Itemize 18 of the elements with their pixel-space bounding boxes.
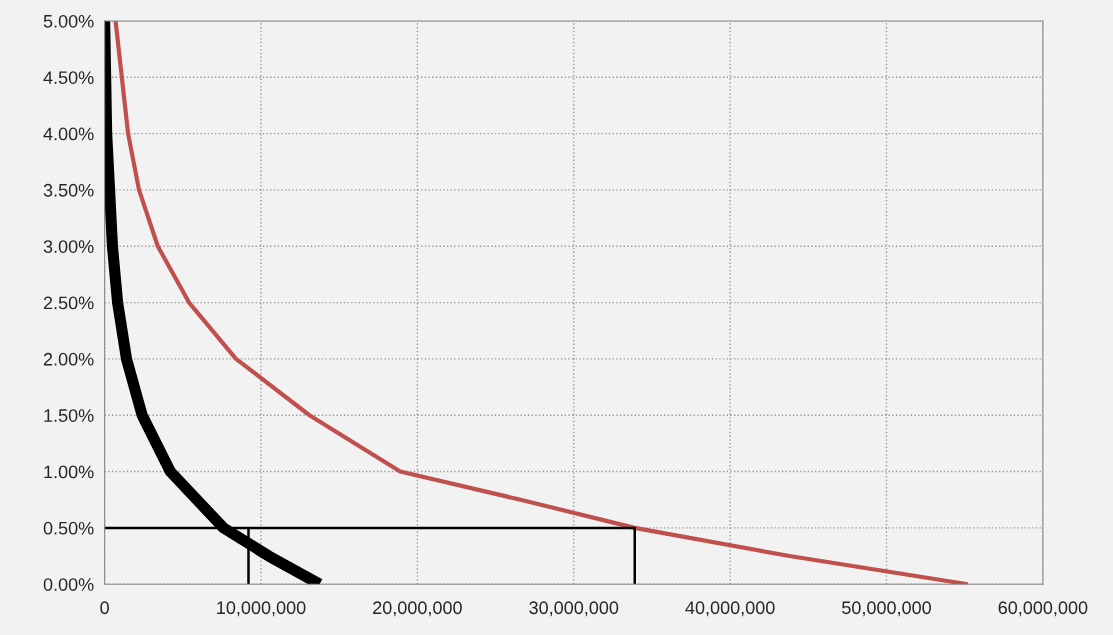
x-tick-label: 40,000,000 <box>685 601 775 617</box>
x-tick-label: 60,000,000 <box>998 601 1088 617</box>
y-tick-label: 4.00% <box>43 127 94 141</box>
x-tick-label: 20,000,000 <box>373 601 462 617</box>
y-tick-label: 2.50% <box>43 296 94 310</box>
x-tick-label: 30,000,000 <box>529 601 619 617</box>
y-tick-label: 5.00% <box>43 14 94 28</box>
y-tick-label: 3.00% <box>43 240 94 253</box>
y-tick-label: 1.50% <box>44 409 94 422</box>
y-tick-label: 1.00% <box>44 465 94 479</box>
x-tick-label: 50,000,000 <box>842 601 931 617</box>
y-tick-label: 0.50% <box>43 521 94 535</box>
y-tick-label: 4.50% <box>43 71 94 84</box>
x-tick-label: 0 <box>100 601 109 615</box>
x-tick-label: 10,000,000 <box>217 601 306 617</box>
y-tick-label: 2.00% <box>43 352 94 366</box>
y-tick-label: 3.50% <box>43 183 94 197</box>
y-tick-label: 0.00% <box>43 578 94 591</box>
